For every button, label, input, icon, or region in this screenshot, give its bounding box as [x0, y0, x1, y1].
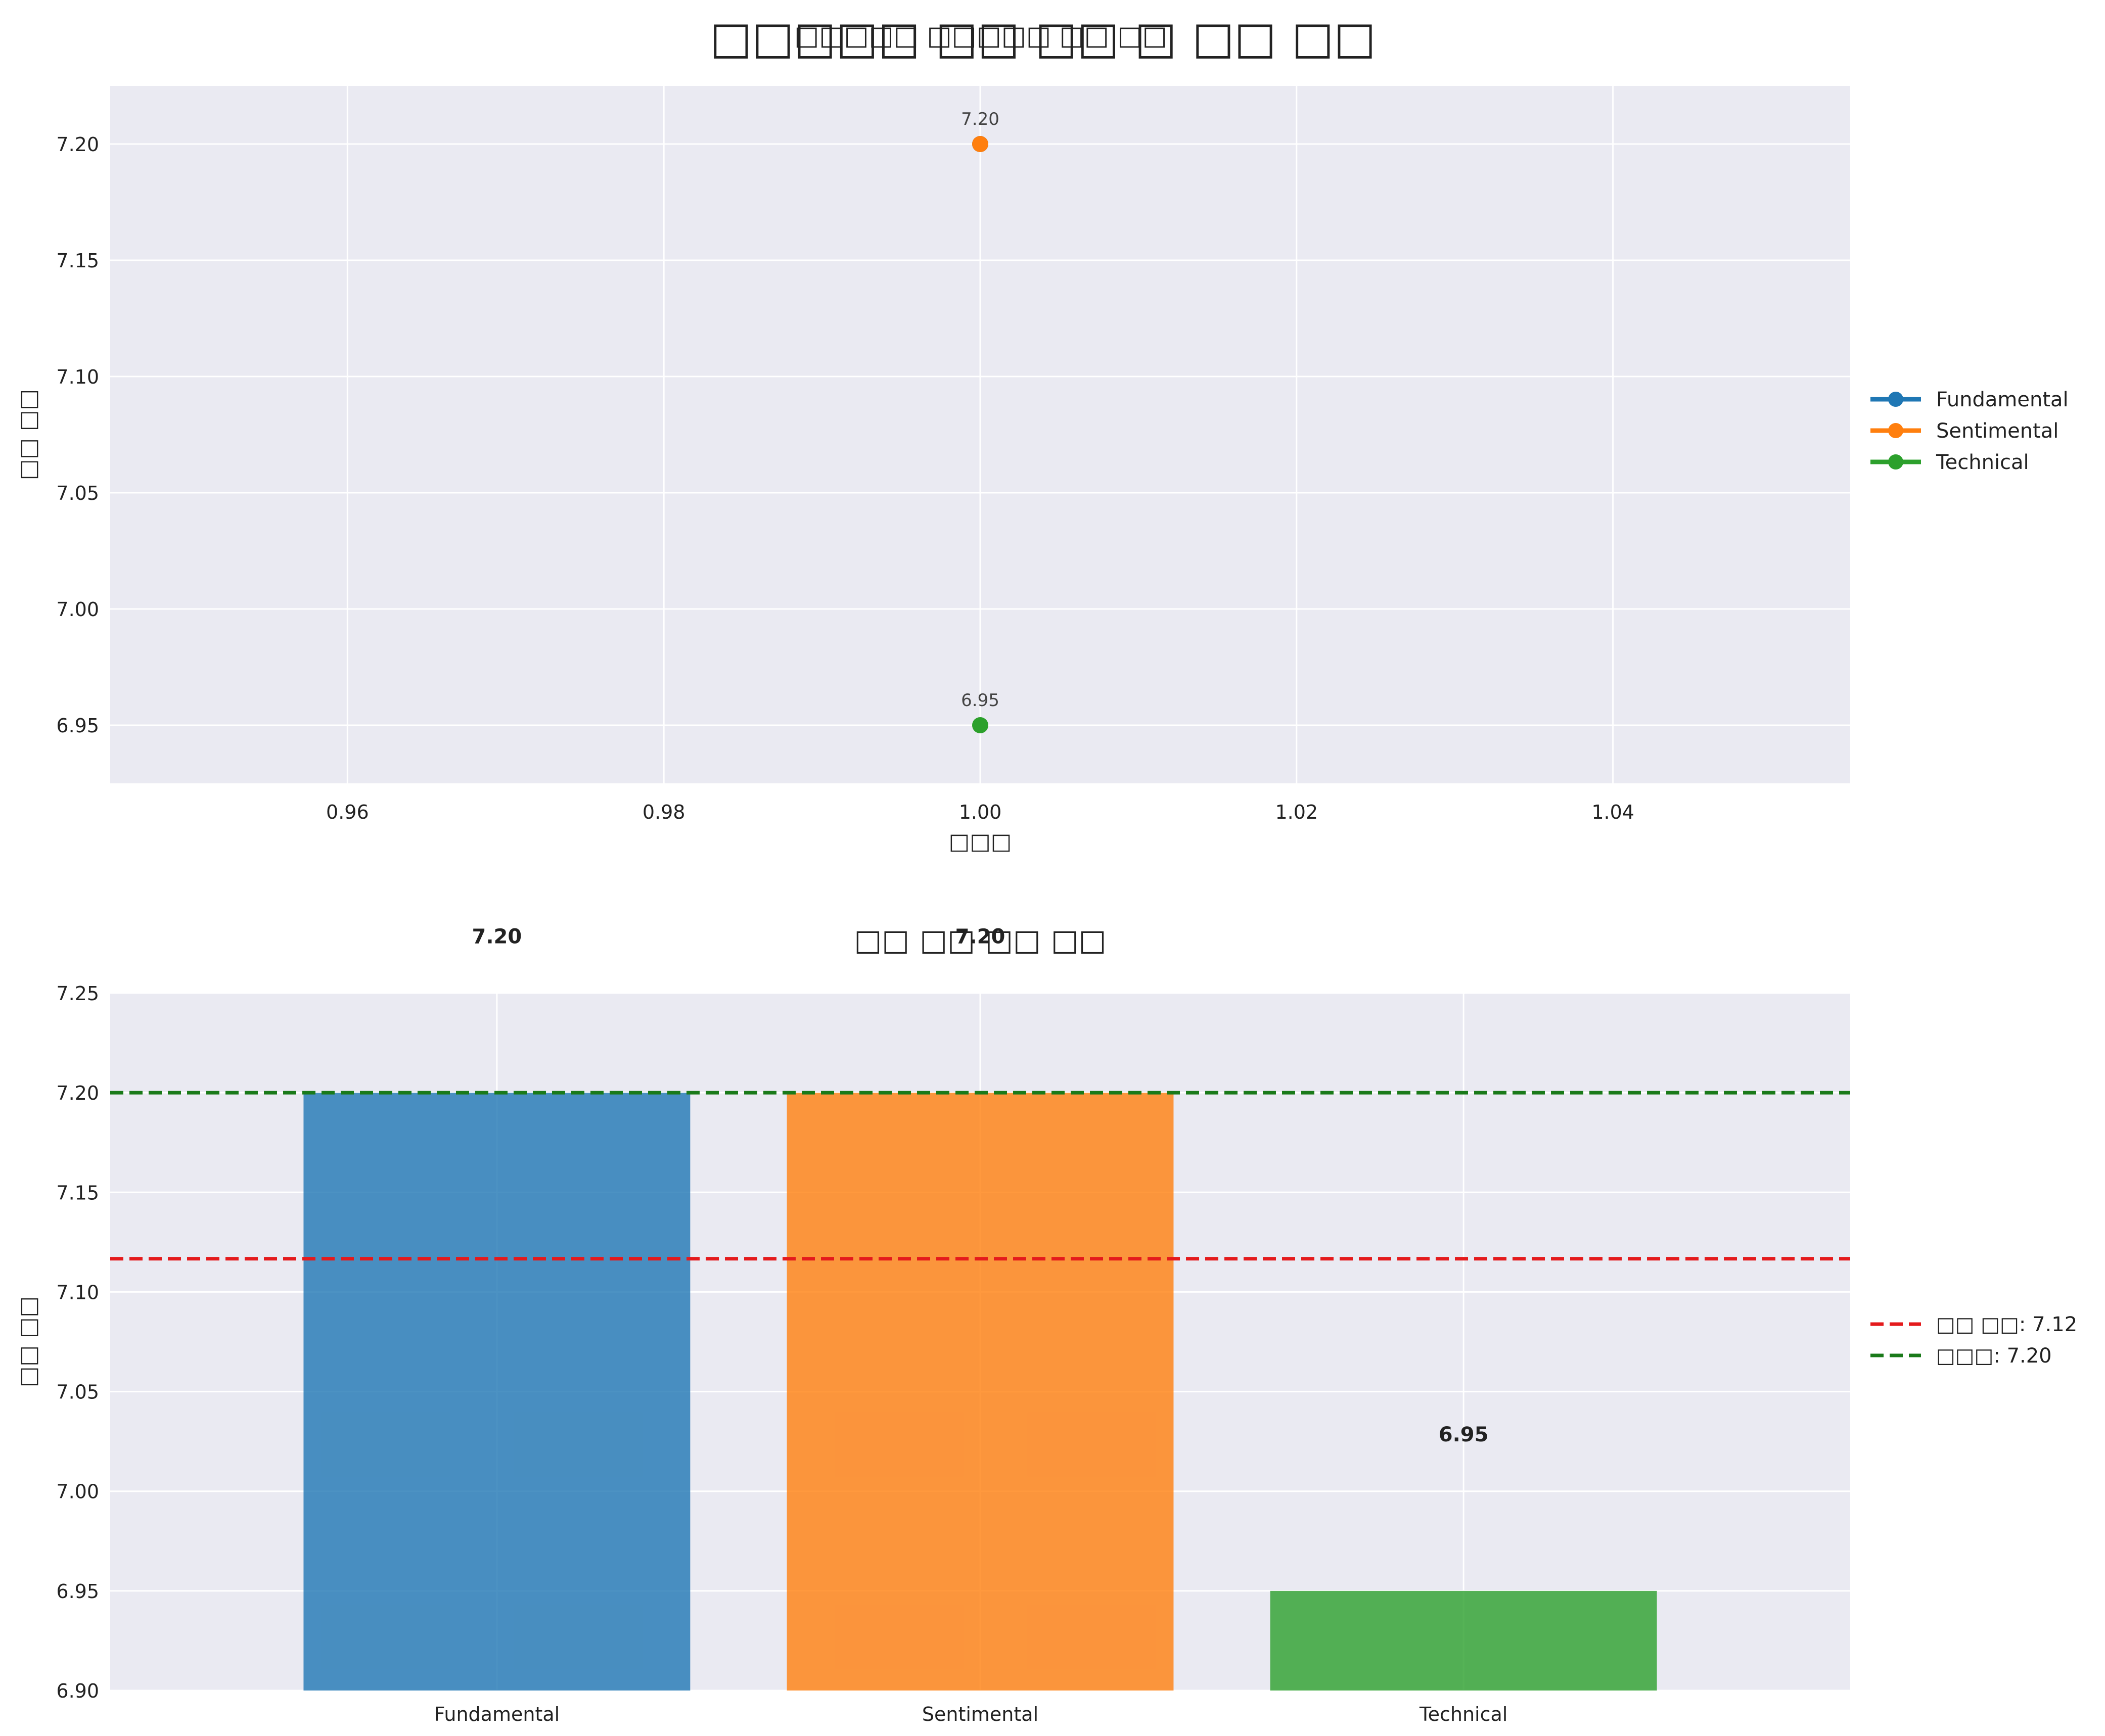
bar-chart-x-ticks: Fundamental Sentimental Technical	[434, 1703, 1508, 1725]
bar-value-label: 6.95	[1439, 1423, 1489, 1446]
bar-chart-y-label: □□ □□	[15, 1296, 41, 1387]
line-chart-legend: Fundamental Sentimental Technical	[1870, 388, 2069, 474]
line-chart-y-tick-label: 7.10	[56, 366, 99, 388]
legend-marker-fundamental	[1888, 392, 1903, 407]
line-chart-x-tick-label: 1.02	[1275, 801, 1318, 823]
line-chart-y-tick-label: 7.00	[56, 598, 99, 621]
bar-chart-x-tick-label: Technical	[1419, 1703, 1508, 1725]
bar-chart-y-tick-label: 7.25	[56, 982, 99, 1005]
bar-chart-y-tick-label: 7.10	[56, 1281, 99, 1303]
bar-technical	[1270, 1590, 1657, 1691]
line-chart-y-tick-label: 6.95	[56, 715, 99, 737]
bar-chart-y-tick-label: 7.20	[56, 1082, 99, 1104]
legend-marker-sentimental	[1888, 423, 1903, 438]
legend-label-technical: Technical	[1936, 451, 2029, 474]
line-chart-y-label: □□ □□	[15, 389, 41, 480]
line-chart-x-tick-label: 0.96	[326, 801, 369, 823]
legend-label-sentimental: Sentimental	[1936, 419, 2058, 443]
bar-chart-bars	[303, 1093, 1657, 1691]
bar-chart-y-ticks: 6.90 6.95 7.00 7.05 7.10 7.15 7.20 7.25	[56, 982, 99, 1702]
line-chart-panel: 6.95 7.00 7.05 7.10 7.15 7.20 0.96 0.98 1.00 1.0…	[15, 86, 2069, 855]
bar-chart-panel: 6.90 6.95 7.00 7.05 7.10 7.15 7.20 7.25 Fundame…	[15, 923, 2077, 1725]
line-chart-point-label: 7.20	[961, 109, 999, 129]
bar-chart-y-tick-label: 7.00	[56, 1481, 99, 1503]
line-chart-points: 7.20 6.95	[961, 109, 999, 733]
bar-value-label: 7.20	[955, 925, 1005, 948]
bar-fundamental	[303, 1093, 691, 1691]
bar-chart-y-tick-label: 6.95	[56, 1580, 99, 1603]
bar-chart-title: □□ □□ □□ □□	[854, 923, 1107, 957]
line-chart-y-tick-label: 7.15	[56, 250, 99, 272]
legend-label-fundamental: Fundamental	[1936, 388, 2069, 411]
line-chart-x-ticks: 0.96 0.98 1.00 1.02 1.04	[326, 801, 1634, 823]
line-chart-x-tick-label: 0.98	[643, 801, 685, 823]
line-chart-point-sentimental	[972, 136, 988, 152]
bar-chart-value-labels: 7.20 7.20 6.95	[472, 925, 1489, 1446]
line-chart-x-tick-label: 1.04	[1591, 801, 1634, 823]
bar-chart-reference-lines	[110, 1091, 1850, 1261]
line-chart-grid	[110, 86, 1850, 783]
bar-chart-y-tick-label: 7.15	[56, 1182, 99, 1204]
bar-chart-legend: □□ □□: 7.12 □□□: 7.20	[1870, 1313, 2077, 1368]
figure-suptitle-overlay: □□□□□ □□□□□ □□ □□	[794, 21, 1167, 51]
bar-chart-x-tick-label: Fundamental	[434, 1703, 560, 1725]
bar-sentimental	[787, 1093, 1174, 1691]
legend-reference-label: □□ □□: 7.12	[1936, 1313, 2077, 1336]
legend-reference-label: □□□: 7.20	[1936, 1344, 2052, 1368]
line-chart-x-tick-label: 1.00	[959, 801, 1002, 823]
line-chart-point-technical	[972, 717, 988, 733]
line-chart-point-label: 6.95	[961, 690, 999, 711]
bar-chart-y-tick-label: 7.05	[56, 1381, 99, 1403]
bar-chart-x-tick-label: Sentimental	[922, 1703, 1038, 1725]
bar-chart-y-tick-label: 6.90	[56, 1680, 99, 1702]
legend-marker-technical	[1888, 454, 1903, 470]
line-chart-y-ticks: 6.95 7.00 7.05 7.10 7.15 7.20	[56, 133, 99, 737]
line-chart-y-tick-label: 7.20	[56, 133, 99, 156]
line-chart-x-label: □□□	[949, 829, 1012, 855]
line-chart-y-tick-label: 7.05	[56, 482, 99, 504]
figure-suptitle: □□□□□ □□ □□ □ □□ □□	[710, 12, 1376, 64]
bar-value-label: 7.20	[472, 925, 522, 948]
